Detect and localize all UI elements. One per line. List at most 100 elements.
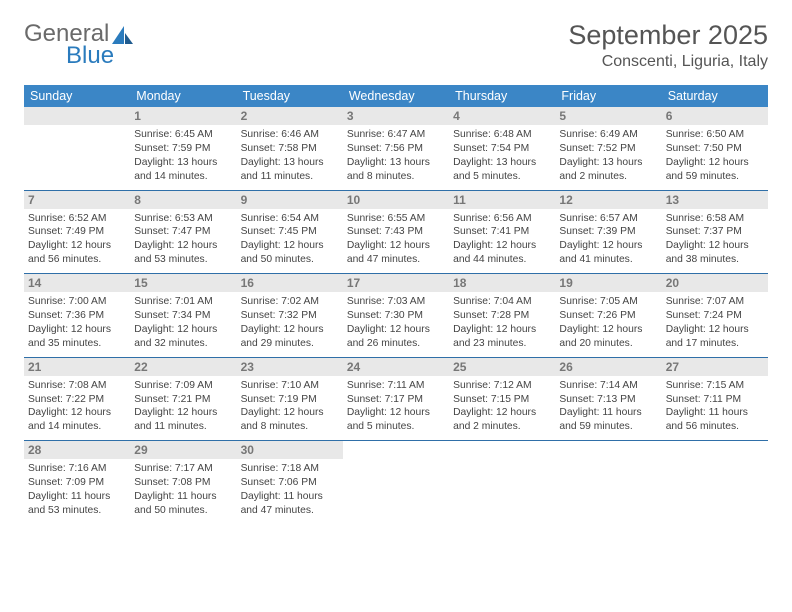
day-cell: 1Sunrise: 6:45 AMSunset: 7:59 PMDaylight… [130,107,236,190]
daylight: Daylight: 12 hours and 23 minutes. [453,323,551,351]
sunset: Sunset: 7:24 PM [666,309,764,323]
daylight: Daylight: 12 hours and 50 minutes. [241,239,339,267]
day-cell: 4Sunrise: 6:48 AMSunset: 7:54 PMDaylight… [449,107,555,190]
daylight: Daylight: 12 hours and 14 minutes. [28,406,126,434]
dayhead-mon: Monday [130,85,236,107]
week-row: 14Sunrise: 7:00 AMSunset: 7:36 PMDayligh… [24,274,768,358]
day-cell: 27Sunrise: 7:15 AMSunset: 7:11 PMDayligh… [662,358,768,441]
daylight: Daylight: 13 hours and 14 minutes. [134,156,232,184]
day-number: 10 [343,191,449,209]
weeks-container: 1Sunrise: 6:45 AMSunset: 7:59 PMDaylight… [24,107,768,524]
day-cell [449,441,555,524]
daylight: Daylight: 13 hours and 5 minutes. [453,156,551,184]
day-cell: 22Sunrise: 7:09 AMSunset: 7:21 PMDayligh… [130,358,236,441]
day-number: 6 [662,107,768,125]
sunrise: Sunrise: 6:58 AM [666,212,764,226]
day-number [24,107,130,125]
sunrise: Sunrise: 6:50 AM [666,128,764,142]
day-number: 17 [343,274,449,292]
day-number: 13 [662,191,768,209]
day-number: 15 [130,274,236,292]
daylight: Daylight: 12 hours and 35 minutes. [28,323,126,351]
sunset: Sunset: 7:34 PM [134,309,232,323]
day-number: 30 [237,441,343,459]
day-number: 4 [449,107,555,125]
day-cell: 9Sunrise: 6:54 AMSunset: 7:45 PMDaylight… [237,191,343,274]
day-number: 16 [237,274,343,292]
day-cell: 25Sunrise: 7:12 AMSunset: 7:15 PMDayligh… [449,358,555,441]
sunset: Sunset: 7:43 PM [347,225,445,239]
day-cell [662,441,768,524]
day-number: 20 [662,274,768,292]
daylight: Daylight: 12 hours and 53 minutes. [134,239,232,267]
dayhead-wed: Wednesday [343,85,449,107]
sunrise: Sunrise: 6:54 AM [241,212,339,226]
day-cell: 19Sunrise: 7:05 AMSunset: 7:26 PMDayligh… [555,274,661,357]
day-cell: 24Sunrise: 7:11 AMSunset: 7:17 PMDayligh… [343,358,449,441]
daylight: Daylight: 12 hours and 8 minutes. [241,406,339,434]
sunset: Sunset: 7:22 PM [28,393,126,407]
day-cell [343,441,449,524]
dayhead-fri: Friday [555,85,661,107]
sunset: Sunset: 7:37 PM [666,225,764,239]
sunset: Sunset: 7:19 PM [241,393,339,407]
day-number: 28 [24,441,130,459]
day-cell: 14Sunrise: 7:00 AMSunset: 7:36 PMDayligh… [24,274,130,357]
day-cell: 10Sunrise: 6:55 AMSunset: 7:43 PMDayligh… [343,191,449,274]
daylight: Daylight: 11 hours and 53 minutes. [28,490,126,518]
sunset: Sunset: 7:32 PM [241,309,339,323]
day-number: 14 [24,274,130,292]
sunrise: Sunrise: 7:17 AM [134,462,232,476]
sunset: Sunset: 7:56 PM [347,142,445,156]
daylight: Daylight: 12 hours and 38 minutes. [666,239,764,267]
sunset: Sunset: 7:11 PM [666,393,764,407]
daylight: Daylight: 12 hours and 26 minutes. [347,323,445,351]
sunset: Sunset: 7:15 PM [453,393,551,407]
day-cell: 2Sunrise: 6:46 AMSunset: 7:58 PMDaylight… [237,107,343,190]
daylight: Daylight: 12 hours and 32 minutes. [134,323,232,351]
sunrise: Sunrise: 7:10 AM [241,379,339,393]
day-number: 3 [343,107,449,125]
sunrise: Sunrise: 7:05 AM [559,295,657,309]
sunset: Sunset: 7:06 PM [241,476,339,490]
sunrise: Sunrise: 7:08 AM [28,379,126,393]
day-cell: 17Sunrise: 7:03 AMSunset: 7:30 PMDayligh… [343,274,449,357]
sunset: Sunset: 7:49 PM [28,225,126,239]
day-cell: 21Sunrise: 7:08 AMSunset: 7:22 PMDayligh… [24,358,130,441]
sunset: Sunset: 7:45 PM [241,225,339,239]
day-cell: 28Sunrise: 7:16 AMSunset: 7:09 PMDayligh… [24,441,130,524]
header: GeneralBlue September 2025 Conscenti, Li… [24,20,768,71]
sunrise: Sunrise: 7:01 AM [134,295,232,309]
sunrise: Sunrise: 6:46 AM [241,128,339,142]
sunset: Sunset: 7:26 PM [559,309,657,323]
day-number: 11 [449,191,555,209]
day-number: 5 [555,107,661,125]
page-title: September 2025 [568,20,768,51]
daylight: Daylight: 11 hours and 56 minutes. [666,406,764,434]
day-number: 22 [130,358,236,376]
sunrise: Sunrise: 7:07 AM [666,295,764,309]
sunset: Sunset: 7:09 PM [28,476,126,490]
daylight: Daylight: 12 hours and 41 minutes. [559,239,657,267]
sunset: Sunset: 7:30 PM [347,309,445,323]
sunrise: Sunrise: 7:00 AM [28,295,126,309]
sunset: Sunset: 7:08 PM [134,476,232,490]
daylight: Daylight: 13 hours and 2 minutes. [559,156,657,184]
sunrise: Sunrise: 7:15 AM [666,379,764,393]
daylight: Daylight: 13 hours and 8 minutes. [347,156,445,184]
day-cell: 20Sunrise: 7:07 AMSunset: 7:24 PMDayligh… [662,274,768,357]
week-row: 1Sunrise: 6:45 AMSunset: 7:59 PMDaylight… [24,107,768,191]
day-cell: 16Sunrise: 7:02 AMSunset: 7:32 PMDayligh… [237,274,343,357]
sunrise: Sunrise: 6:55 AM [347,212,445,226]
day-number: 18 [449,274,555,292]
sunrise: Sunrise: 6:49 AM [559,128,657,142]
day-cell [24,107,130,190]
day-number: 25 [449,358,555,376]
location: Conscenti, Liguria, Italy [568,53,768,71]
day-number: 1 [130,107,236,125]
dayhead-sun: Sunday [24,85,130,107]
sail-icon [111,26,135,46]
daylight: Daylight: 12 hours and 2 minutes. [453,406,551,434]
sunset: Sunset: 7:21 PM [134,393,232,407]
day-cell: 5Sunrise: 6:49 AMSunset: 7:52 PMDaylight… [555,107,661,190]
